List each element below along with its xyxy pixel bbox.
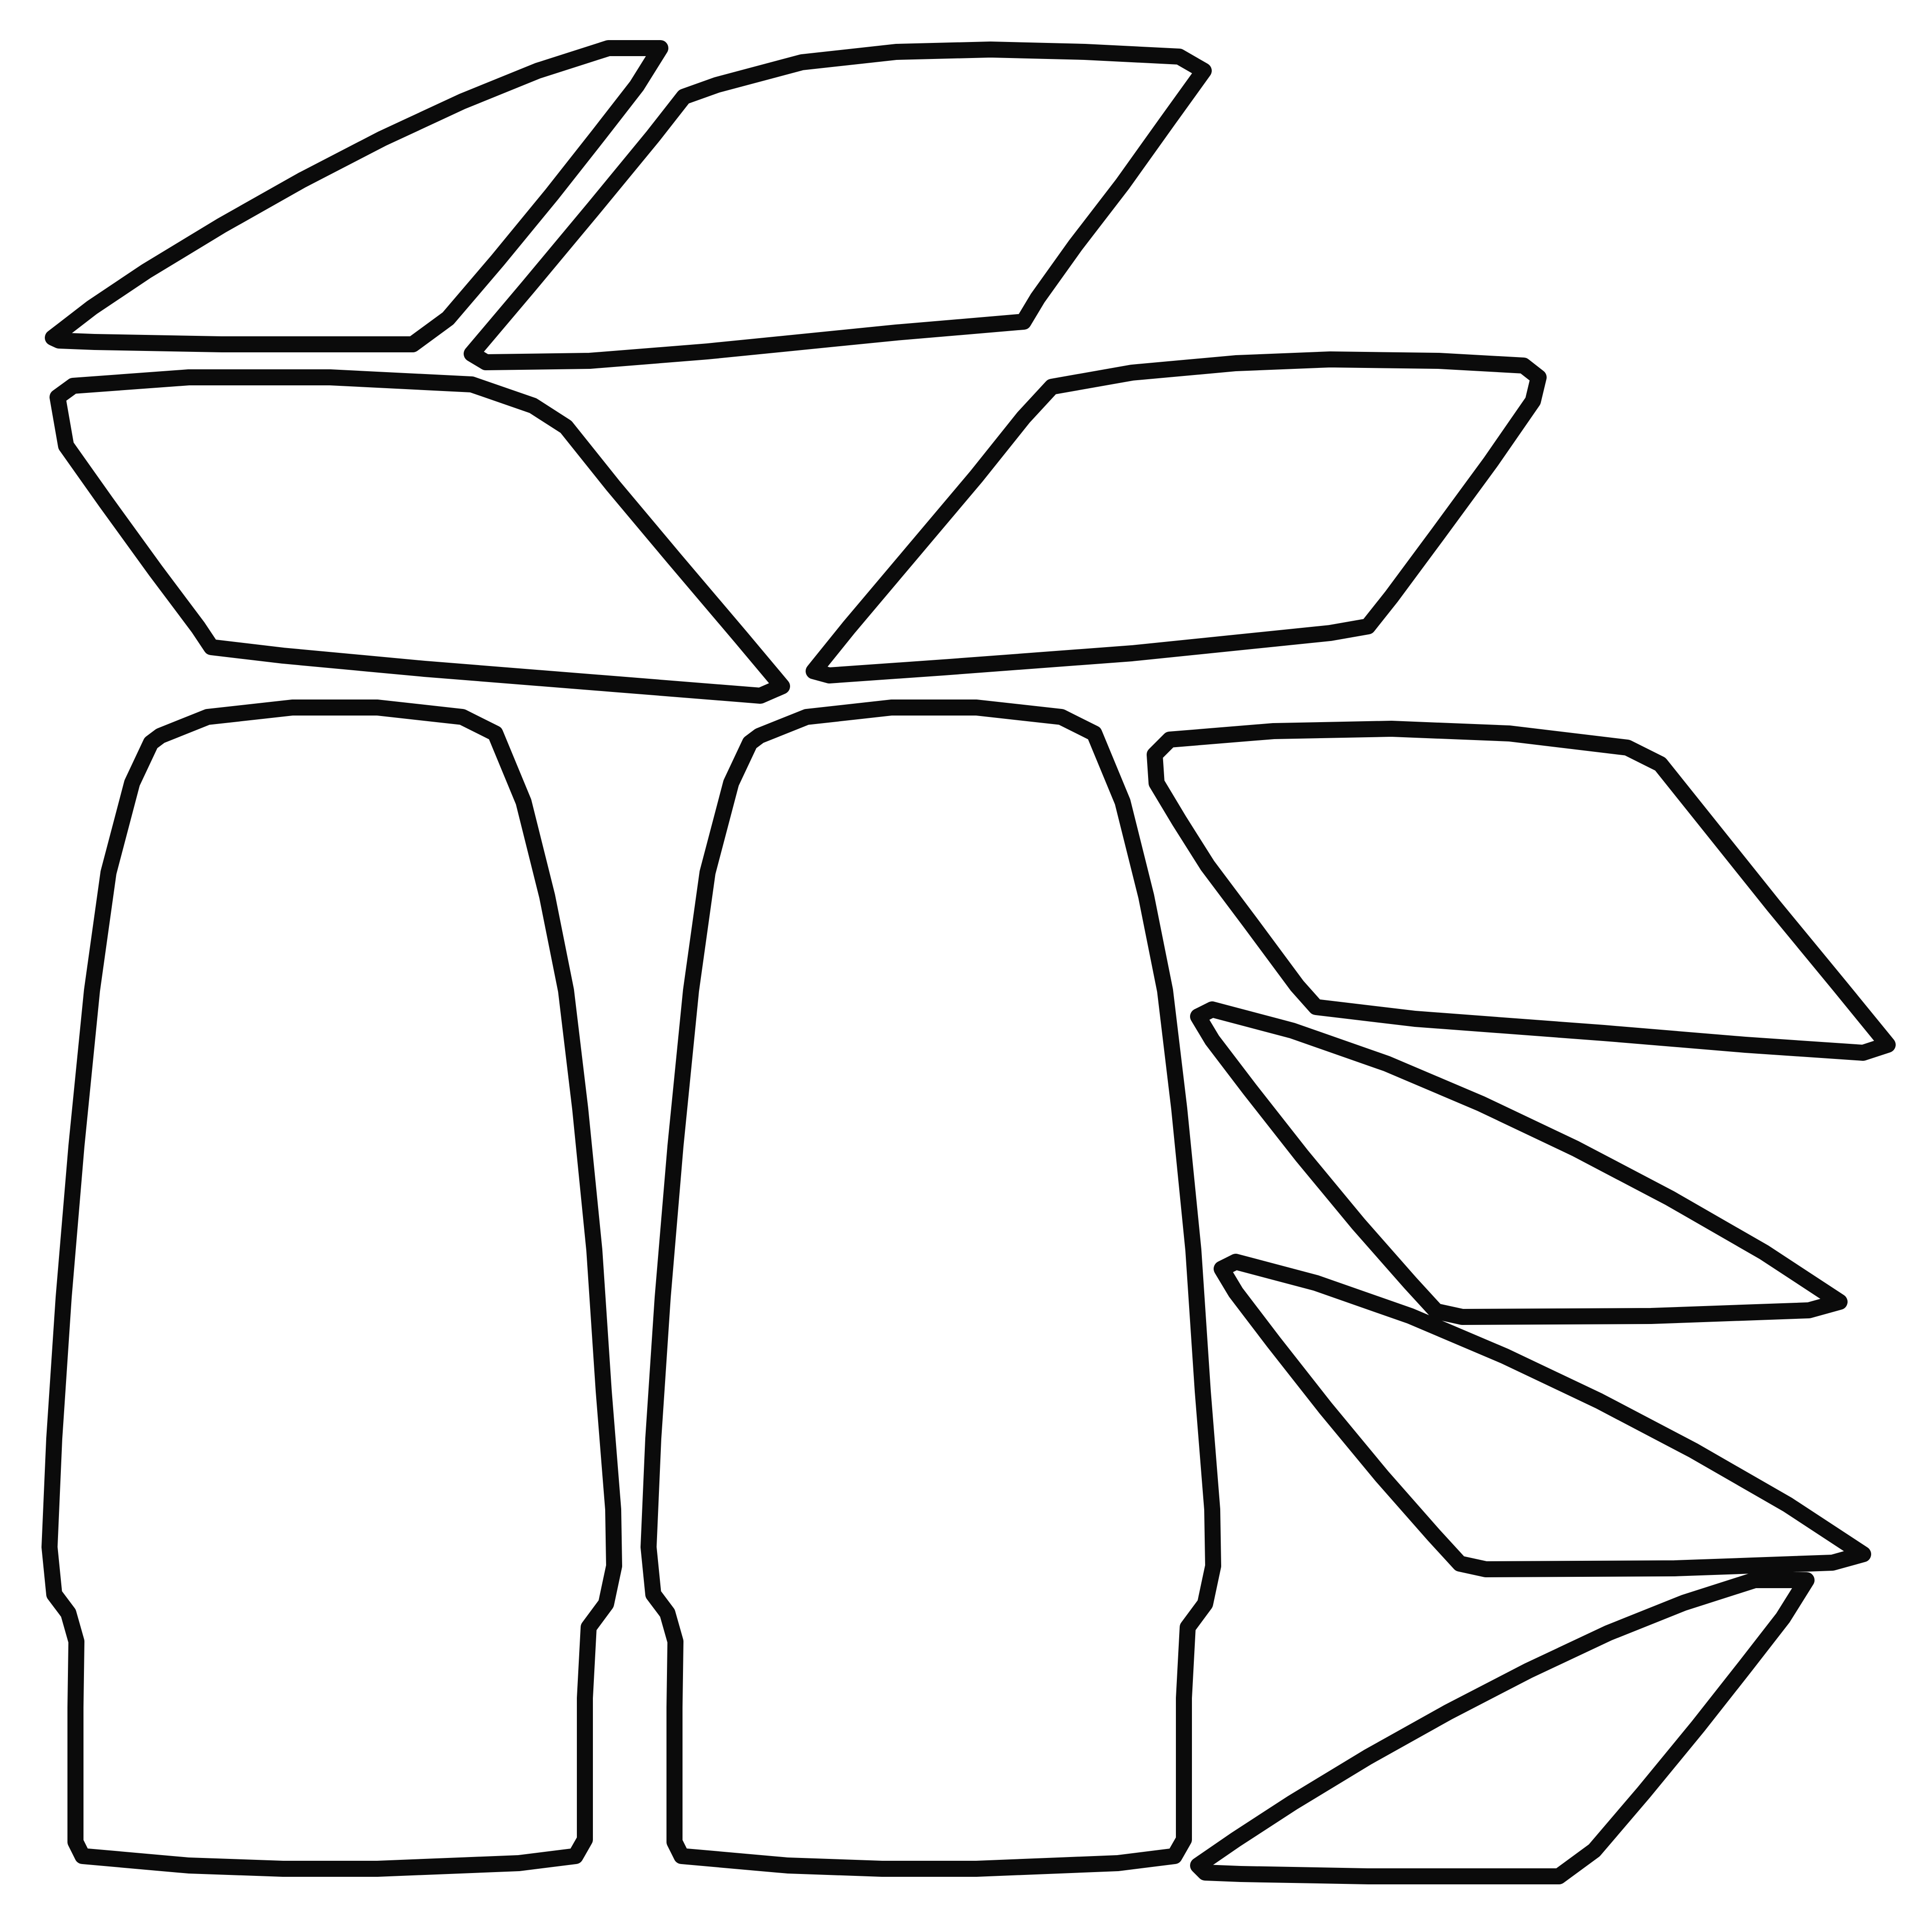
center-tall-panel [641,700,1221,1877]
right-bottom-triangle [1190,1572,1815,1884]
mid-left-parallelogram [50,369,790,704]
right-middle-triangle [1214,1254,1871,1577]
right-parallelogram [1147,721,1896,1061]
top-center-parallelogram [464,42,1212,370]
left-tall-panel [42,700,622,1877]
mid-center-parallelogram [806,351,1547,683]
right-upper-triangle [1190,1001,1848,1325]
top-left-triangle [45,40,668,352]
